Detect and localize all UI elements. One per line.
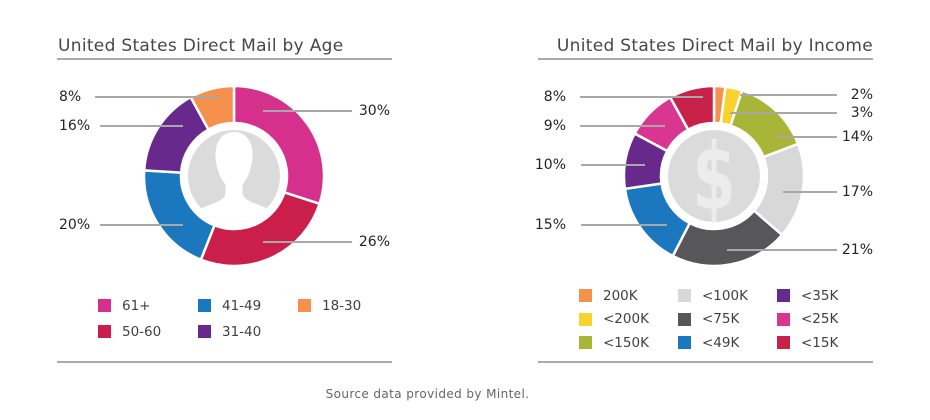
legend-label: <49K [702,334,740,351]
income-leader-lt150k [777,136,837,138]
income-leader-lt25k [580,125,665,127]
income-callout-lt35k: 10% [534,157,566,173]
legend-label: 31-40 [222,323,262,340]
legend-swatch [98,299,111,312]
age-leader-61plus [263,110,352,112]
age-leader-50-60 [263,241,352,243]
legend-swatch [579,289,592,302]
donut-slice-61+ [232,84,326,206]
age-title-rule [57,58,392,60]
age-leader-31-40 [100,125,183,127]
legend-label: 50-60 [122,323,162,340]
income-leader-lt35k [581,164,645,166]
legend-item-31-40: 31-40 [198,323,298,340]
legend-item-61+: 61+ [98,297,198,314]
legend-swatch [579,336,592,349]
age-callout-50-60: 26% [358,234,390,250]
income-chart-title: United States Direct Mail by Income [556,36,873,56]
legend-item-<25K: <25K [777,311,876,327]
age-leader-18-30 [95,96,219,98]
age-callout-41-49: 20% [59,217,91,233]
legend-label: <150K [603,334,649,351]
legend-label: <25K [801,311,839,327]
income-callout-200k: 2% [850,87,873,103]
legend-swatch [298,299,311,312]
legend-item-<49K: <49K [678,334,777,351]
income-leader-lt49k [581,224,667,226]
income-callout-lt25k: 9% [543,118,566,134]
legend-item-<75K: <75K [678,311,777,327]
legend-item-<150K: <150K [579,334,678,351]
income-callout-lt15k: 8% [543,89,566,105]
age-leader-41-49 [100,224,183,226]
legend-label: 200K [603,287,638,304]
legend-label: <15K [801,334,839,351]
legend-swatch [198,325,211,338]
income-callout-lt150k: 14% [841,129,873,145]
age-bottom-rule [57,361,392,363]
legend-swatch [198,299,211,312]
income-callout-lt49k: 15% [534,217,566,233]
legend-swatch [777,312,790,326]
income-legend: 200K <200K <150K <100K <75K <49K <35K <25K <15K [579,287,876,351]
dollar-icon: $ [692,124,736,232]
legend-label: <75K [702,311,740,327]
age-callout-31-40: 16% [59,118,91,134]
legend-label: 41-49 [222,297,262,314]
income-leader-lt100k [783,191,837,193]
income-bottom-rule [538,361,873,363]
legend-item-<100K: <100K [678,287,777,304]
legend-item-50-60: 50-60 [98,323,198,340]
legend-item-<15K: <15K [777,334,876,351]
legend-label: 61+ [122,297,151,314]
source-credit: Source data provided by Mintel. [325,387,530,401]
age-chart-title: United States Direct Mail by Age [58,36,344,56]
legend-label: <35K [801,287,839,304]
legend-label: <200K [603,311,649,327]
legend-swatch [678,336,691,349]
income-donut-chart: $ [622,84,806,268]
income-callout-lt75k: 21% [841,242,873,258]
legend-item-<35K: <35K [777,287,876,304]
income-leader-200k [740,94,837,96]
legend-swatch [98,325,111,338]
age-callout-61plus: 30% [358,103,390,119]
legend-label: <100K [702,287,748,304]
income-leader-lt200k [730,112,837,114]
income-callout-lt100k: 17% [841,184,873,200]
legend-swatch [777,289,790,302]
legend-swatch [777,336,790,349]
donut-center-circle [668,130,760,222]
legend-item-18-30: 18-30 [298,297,398,314]
legend-item-41-49: 41-49 [198,297,298,314]
dollar-glyph: $ [692,124,736,232]
age-donut-chart [142,84,326,268]
legend-swatch [678,312,691,326]
income-leader-lt15k [580,96,703,98]
income-leader-lt75k [727,249,837,251]
age-legend: 61+ 50-60 41-49 31-40 18-30 [98,297,398,340]
legend-swatch [579,312,592,326]
income-callout-lt200k: 3% [850,105,873,121]
income-title-rule [538,58,873,60]
legend-item-200K: 200K [579,287,678,304]
legend-item-<200K: <200K [579,311,678,327]
legend-label: 18-30 [322,297,362,314]
age-callout-18-30: 8% [59,89,82,105]
legend-swatch [678,289,691,302]
